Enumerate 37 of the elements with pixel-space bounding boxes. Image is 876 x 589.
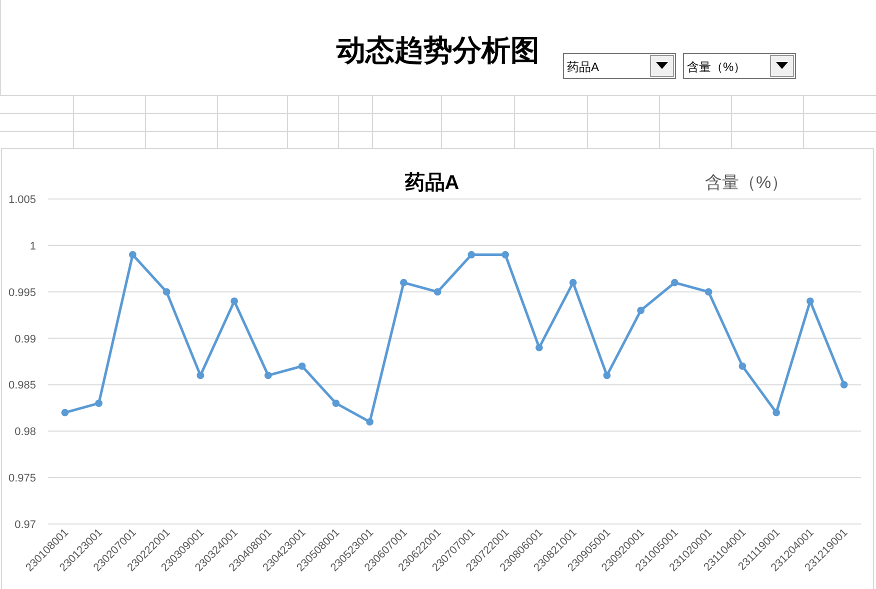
- y-tick-label: 1: [30, 240, 36, 252]
- point: [264, 372, 272, 380]
- y-tick-label: 0.995: [8, 286, 36, 299]
- point: [738, 362, 746, 370]
- y-tick-label: 1.005: [8, 194, 36, 206]
- ylabel: 含量（%）: [705, 173, 788, 192]
- y-tick-label: 0.99: [14, 333, 36, 346]
- title: 动态趋势分析图: [336, 35, 540, 67]
- y-tick-label: 0.985: [8, 380, 36, 392]
- point: [400, 278, 408, 286]
- point: [670, 278, 678, 286]
- point: [569, 278, 577, 286]
- point: [162, 288, 170, 296]
- point: [704, 288, 712, 296]
- point: [468, 251, 476, 258]
- point: [502, 251, 510, 258]
- point: [332, 400, 340, 407]
- point: [806, 297, 814, 305]
- point: [128, 251, 136, 258]
- point: [772, 408, 780, 416]
- point: [230, 297, 238, 305]
- y-tick-label: 0.98: [14, 426, 36, 438]
- point: [366, 418, 374, 426]
- dropdown-item: 药品A: [563, 53, 676, 79]
- point: [434, 288, 442, 296]
- point: [603, 372, 611, 380]
- point: [95, 400, 103, 407]
- point: [637, 306, 645, 314]
- point: [298, 362, 306, 370]
- chart-title: 药品A: [404, 172, 460, 194]
- dropdown-measure: 含量（%）: [683, 53, 796, 79]
- y-tick-label: 0.97: [14, 519, 36, 531]
- point: [535, 344, 543, 352]
- point: [196, 372, 204, 380]
- point: [61, 408, 69, 416]
- point: [840, 381, 848, 388]
- y-tick-label: 0.975: [8, 472, 36, 485]
